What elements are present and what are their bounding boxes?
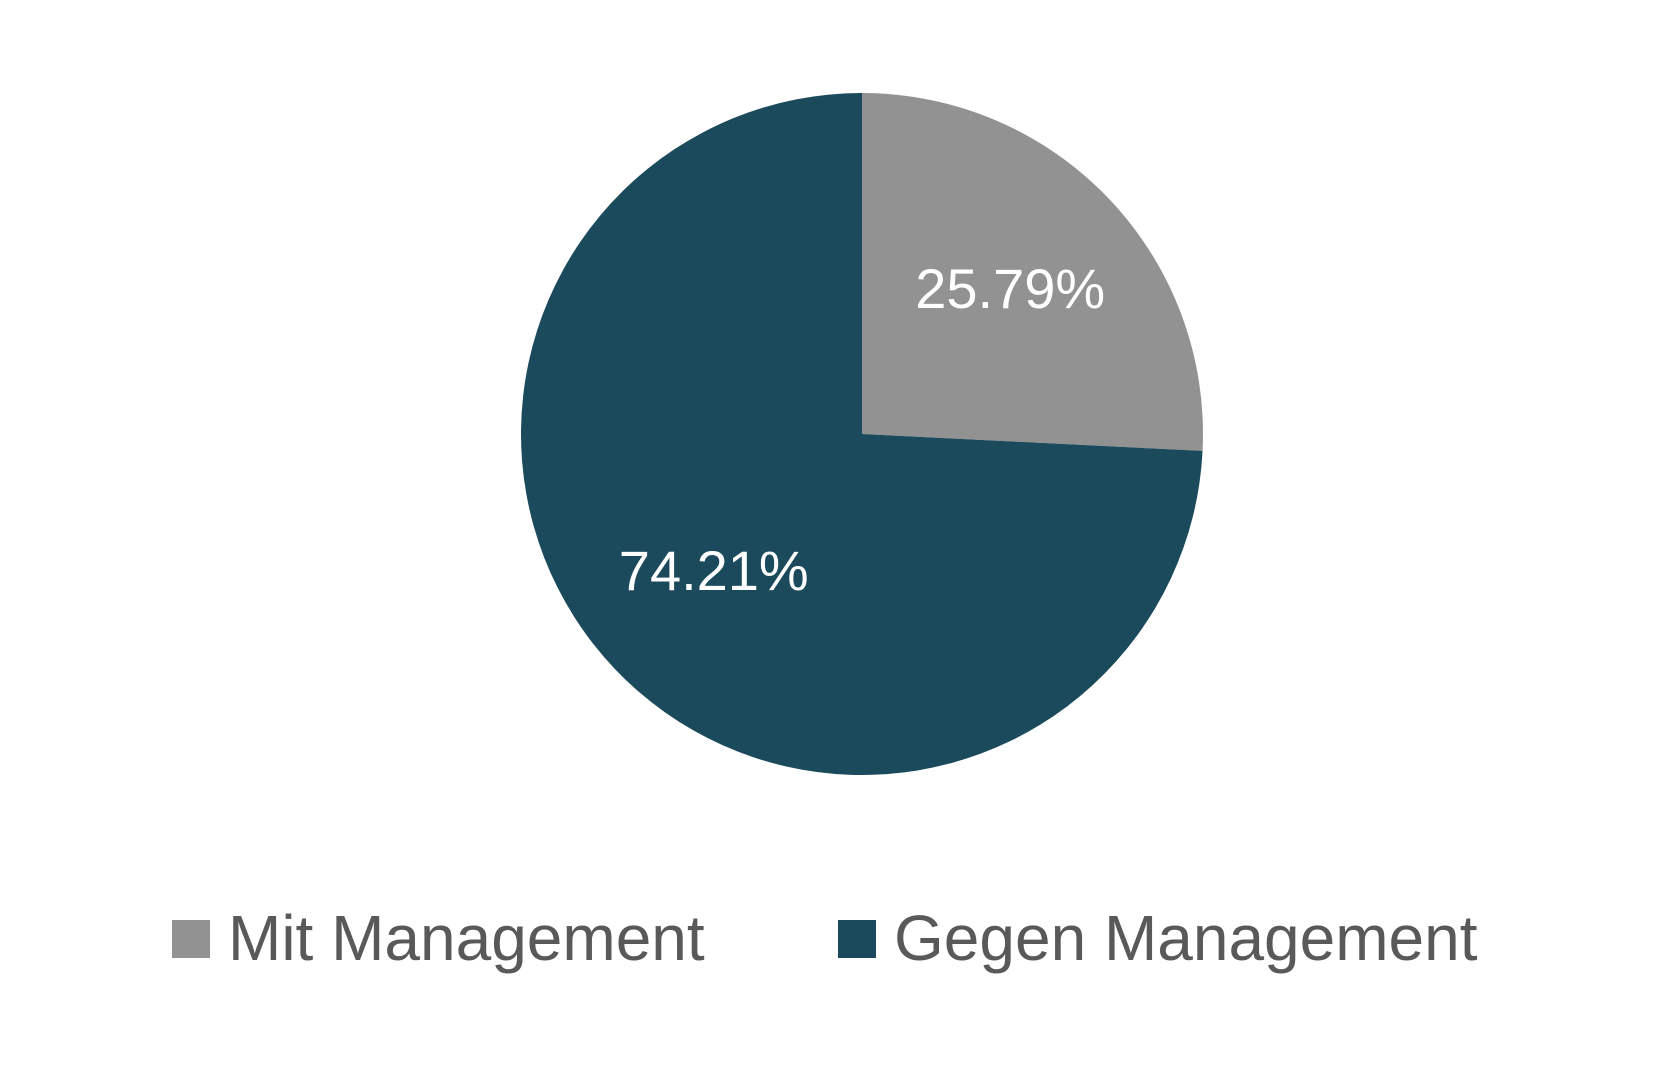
legend: Mit Management Gegen Management	[172, 902, 1478, 974]
legend-label-gegen-management: Gegen Management	[894, 902, 1478, 974]
pie-slice-gegen-management	[520, 93, 1203, 775]
slice-label-mit-management: 25.79%	[915, 257, 1105, 320]
legend-swatch-mit-management	[172, 920, 210, 958]
slice-label-gegen-management: 74.21%	[619, 539, 809, 602]
legend-swatch-gegen-management	[838, 920, 876, 958]
legend-label-mit-management: Mit Management	[228, 902, 705, 974]
slice-labels: 25.79% 74.21%	[619, 257, 1105, 602]
pie-slice-mit-management	[862, 93, 1203, 451]
pie-slices	[520, 93, 1203, 775]
